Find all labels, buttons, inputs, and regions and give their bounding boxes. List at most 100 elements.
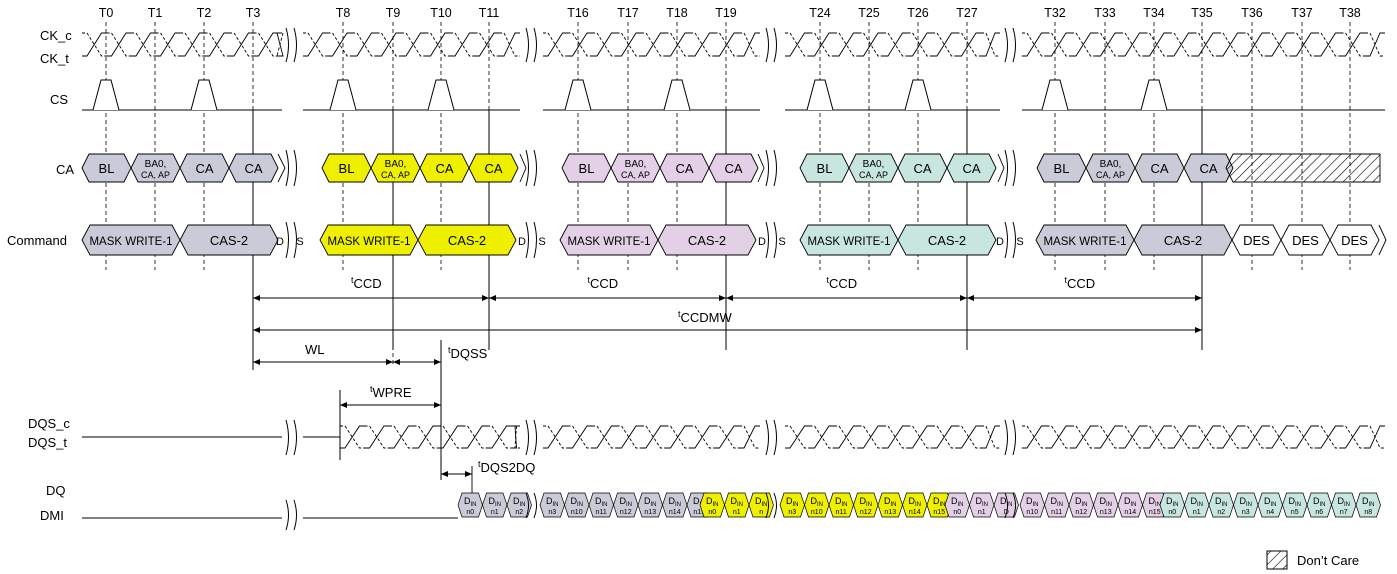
signal-label-dmi: DMI (40, 508, 64, 523)
dq-cell-index: n10 (811, 509, 823, 516)
break-mark (1012, 27, 1016, 63)
command-partial: D (758, 236, 766, 248)
break-mark (1004, 221, 1008, 259)
ck-t-trace (303, 32, 520, 57)
ca-cell-label: CA, AP (1096, 170, 1125, 180)
ca-cell-label: CA (244, 161, 262, 176)
cs-pulse (806, 79, 834, 111)
command-cell (417, 224, 517, 256)
cs-pulse (92, 79, 120, 111)
command-partial: S (538, 236, 545, 248)
ca-cell-label: CA, AP (859, 170, 888, 180)
command-label: CAS-2 (688, 233, 726, 248)
clock-label: T26 (907, 6, 929, 20)
cs-pulse (190, 79, 218, 111)
tccd-arrow-head (1195, 295, 1202, 301)
dq-cell-index: n3 (548, 509, 556, 516)
dq-cell-index: n14 (1124, 509, 1136, 516)
ca-cell-label: BA0, (863, 159, 885, 170)
dq-cell-index: n15 (693, 509, 705, 516)
dq-cell-index: n7 (1340, 509, 1348, 516)
clock-label: T0 (99, 6, 114, 20)
break-mark (525, 27, 529, 63)
tccd-arrow-head (967, 295, 974, 301)
clock-label: T2 (197, 6, 212, 20)
break-mark (773, 149, 777, 187)
break-mark (525, 149, 529, 187)
break-mark (285, 499, 289, 531)
dont-care-swatch (1266, 550, 1288, 570)
clock-label: T18 (666, 6, 688, 20)
break-mark (533, 492, 537, 519)
clock-label: T8 (336, 6, 351, 20)
dq-cell-index: n1 (491, 509, 499, 516)
cs-waveform (82, 79, 1385, 111)
break-mark (1012, 492, 1016, 519)
dq-bus: DINn0DINn1DINn2DINn3DINn10DINn11DINn12DI… (82, 492, 1381, 519)
tccd-label: tCCD (1065, 275, 1096, 291)
clock-edge-labels: T0 T1 T2 T3 T8 T9 T10 T11 T16 T17 T18 T19 T24 T25 T26 T… (99, 6, 1361, 20)
dq-cell-index: n1 (733, 509, 741, 516)
command-label: MASK WRITE-1 (1043, 236, 1126, 248)
break-mark (533, 149, 537, 187)
ca-cell-label: CA (1150, 161, 1168, 176)
dq-cell (993, 492, 1019, 518)
ca-cell (228, 153, 279, 183)
clock-label: T35 (1191, 6, 1213, 20)
ck-c-trace (543, 32, 760, 57)
dq-cell-index: n0 (1168, 509, 1176, 516)
ck-waveform (82, 32, 1385, 57)
break-mark (1004, 492, 1008, 519)
ca-cell-label: CA (1199, 161, 1217, 176)
break-mark (1004, 419, 1008, 456)
signal-label-dqs-t: DQS_t (28, 435, 67, 450)
break-mark (765, 492, 769, 519)
break-mark (293, 221, 297, 259)
command-cell (179, 224, 279, 256)
tccd-arrow-head (726, 295, 733, 301)
tccd-label: tCCD (588, 275, 619, 291)
clock-label: T19 (715, 6, 737, 20)
ca-cell-label: BA0, (1100, 159, 1122, 170)
ca-cell-label: BA0, (145, 159, 167, 170)
clock-label: T32 (1044, 6, 1066, 20)
ca-cell-label: BL (1054, 161, 1070, 176)
signal-label-command: Command (7, 233, 67, 248)
break-mark (1004, 27, 1008, 63)
tccdmw-arrow-head (1195, 327, 1202, 333)
clock-label: T10 (430, 6, 452, 20)
dqs-c-trace (543, 425, 760, 449)
dq-cell-index: n10 (571, 509, 583, 516)
ck-c-trace (1022, 32, 1385, 57)
dq-cell-index: n6 (1315, 509, 1323, 516)
ca-cell-label: CA (484, 161, 502, 176)
clock-label: T24 (809, 6, 831, 20)
clock-label: T27 (956, 6, 978, 20)
dq-cell-index: n15 (933, 509, 945, 516)
break-mark (765, 221, 769, 259)
clock-label: T17 (617, 6, 639, 20)
dq-cell-index: n15 (1149, 509, 1161, 516)
dont-care-label: Don’t Care (1297, 553, 1359, 568)
dq-cell-index: n13 (1100, 509, 1112, 516)
cs-pulse (329, 79, 357, 111)
ck-t-trace (785, 32, 1000, 57)
break-mark (533, 27, 537, 63)
dq-cell-index: n11 (836, 509, 847, 516)
cs-pulse (427, 79, 455, 111)
ca-cell-label: CA (962, 161, 980, 176)
ck-c-trace (785, 32, 1000, 57)
clock-label: T11 (479, 6, 500, 20)
command-label: DES (1292, 233, 1319, 248)
cs-pulse (564, 79, 592, 111)
clock-label: T16 (567, 6, 589, 20)
dq-cell-index: n3 (1242, 509, 1250, 516)
tccdmw-label: tCCDMW (678, 309, 733, 325)
tdqs2dq-label: tDQS2DQ (478, 459, 535, 475)
cs-pulse (1140, 79, 1168, 111)
break-mark (533, 221, 537, 259)
dqs-c-trace (340, 425, 520, 449)
command-bus: MASK WRITE-1 CAS-2 MASK WRITE-1 CAS-2 MASK W… (81, 224, 1387, 256)
tccd-arrow-head (489, 295, 496, 301)
